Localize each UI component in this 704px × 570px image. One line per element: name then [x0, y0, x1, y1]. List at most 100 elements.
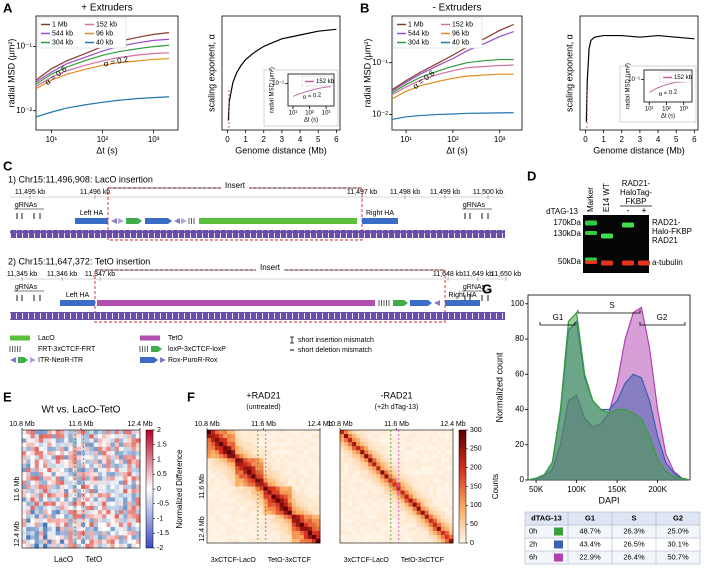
heatmap-cell: [110, 442, 116, 448]
heatmap-cell: [311, 518, 317, 524]
heatmap-cell: [207, 474, 212, 479]
heatmap-cell: [311, 438, 317, 443]
heatmap-cell: [127, 451, 132, 456]
heatmap-cell: [436, 494, 442, 500]
heatmap-cell: [299, 522, 305, 528]
heatmap-cell: [259, 434, 264, 439]
heatmap-cell: [47, 497, 52, 503]
heatmap-cell: [22, 463, 27, 469]
heatmap-cell: [388, 510, 393, 516]
heatmap-cell: [110, 497, 116, 503]
heatmap-cell: [356, 530, 361, 536]
heatmap-cell: [118, 459, 124, 465]
genome-axis-label: 10.8 Mb: [9, 421, 34, 428]
heatmap-cell: [263, 458, 268, 463]
heatmap-cell: [76, 497, 82, 503]
heatmap-cell: [81, 430, 86, 435]
heatmap-cell: [420, 450, 426, 455]
colorbar-tick-label: 1.5: [157, 442, 167, 449]
legend-label: loxP-3xCTCF-loxP: [168, 346, 226, 353]
heatmap-cell: [412, 478, 418, 483]
heatmap-cell: [223, 462, 228, 467]
heatmap-cell: [219, 450, 224, 455]
insert-label-bg: [221, 182, 249, 191]
heatmap-cell: [295, 510, 301, 516]
heatmap-cell: [295, 438, 301, 443]
x-axis-label: DAPI: [598, 495, 619, 505]
heatmap-cell: [440, 454, 446, 459]
heatmap-cell: [97, 497, 103, 503]
heatmap-cell: [64, 497, 69, 503]
heatmap-cell: [38, 531, 44, 536]
heatmap-cell: [239, 522, 244, 528]
heatmap-cell: [271, 478, 277, 483]
heatmap-cell: [412, 490, 418, 495]
heatmap-cell: [287, 538, 293, 544]
y-tick-label: 0: [520, 475, 525, 484]
heatmap-cell: [68, 497, 73, 503]
heatmap-cell: [352, 434, 357, 439]
heatmap-cell: [51, 510, 57, 515]
construct-label: RAD21-: [622, 179, 651, 188]
heatmap-cell: [376, 478, 381, 483]
heatmap-cell: [219, 498, 224, 504]
heatmap-cell: [372, 502, 377, 508]
table-cell: 26.5%: [623, 539, 645, 548]
construct-label: HaloTag-: [620, 188, 652, 197]
heatmap-cell: [400, 466, 405, 471]
heatmap-cell: [76, 522, 82, 528]
heatmap-cell: [211, 446, 216, 451]
heatmap-cell: [404, 466, 410, 471]
heatmap-cell: [123, 430, 128, 435]
heatmap-cell: [287, 462, 293, 467]
heatmap-cell: [127, 484, 132, 490]
heatmap-cell: [64, 543, 69, 549]
heatmap-cell: [227, 502, 232, 508]
heatmap-cell: [311, 466, 317, 471]
heatmap-cell: [344, 502, 349, 508]
heatmap-cell: [432, 474, 438, 479]
legend-label: TetO: [168, 335, 183, 342]
heatmap-cell: [303, 538, 309, 544]
heatmap-cell: [392, 502, 397, 508]
heatmap-cell: [235, 442, 240, 447]
heatmap-cell: [219, 502, 224, 508]
heatmap-cell: [259, 478, 264, 483]
heatmap-cell: [315, 490, 321, 495]
heatmap-cell: [135, 522, 141, 528]
heatmap-cell: [207, 510, 212, 516]
heatmap-cell: [215, 462, 220, 467]
heatmap-cell: [279, 442, 285, 447]
heatmap-cell: [275, 446, 281, 451]
heatmap-cell: [448, 494, 454, 500]
heatmap-cell: [352, 518, 357, 524]
heatmap-cell: [259, 442, 264, 447]
heatmap-cell: [114, 522, 120, 528]
band-label: Halo-FKBP: [652, 227, 692, 236]
heatmap-cell: [428, 518, 434, 524]
heatmap-cell: [392, 530, 397, 536]
heatmap-cell: [424, 510, 430, 516]
legend-box: [393, 17, 483, 49]
sequence-track: [10, 230, 505, 238]
heatmap-cell: [231, 450, 236, 455]
heatmap-cell: [283, 482, 289, 487]
heatmap-cell: [448, 430, 454, 435]
heatmap-cell: [219, 522, 224, 528]
heatmap-cell: [408, 490, 414, 495]
heatmap-cell: [372, 494, 377, 500]
heatmap-cell: [295, 462, 301, 467]
heatmap-cell: [424, 538, 430, 544]
heatmap-cell: [299, 458, 305, 463]
heatmap-cell: [131, 535, 137, 540]
heatmap-cell: [444, 474, 450, 479]
heatmap-cell: [444, 534, 450, 540]
heatmap-cell: [110, 535, 116, 540]
gel-band: [601, 233, 613, 239]
heatmap-cell: [251, 450, 256, 455]
heatmap-cell: [348, 434, 353, 439]
heatmap-cell: [356, 450, 361, 455]
heatmap-cell: [436, 490, 442, 495]
heatmap-cell: [376, 450, 381, 455]
